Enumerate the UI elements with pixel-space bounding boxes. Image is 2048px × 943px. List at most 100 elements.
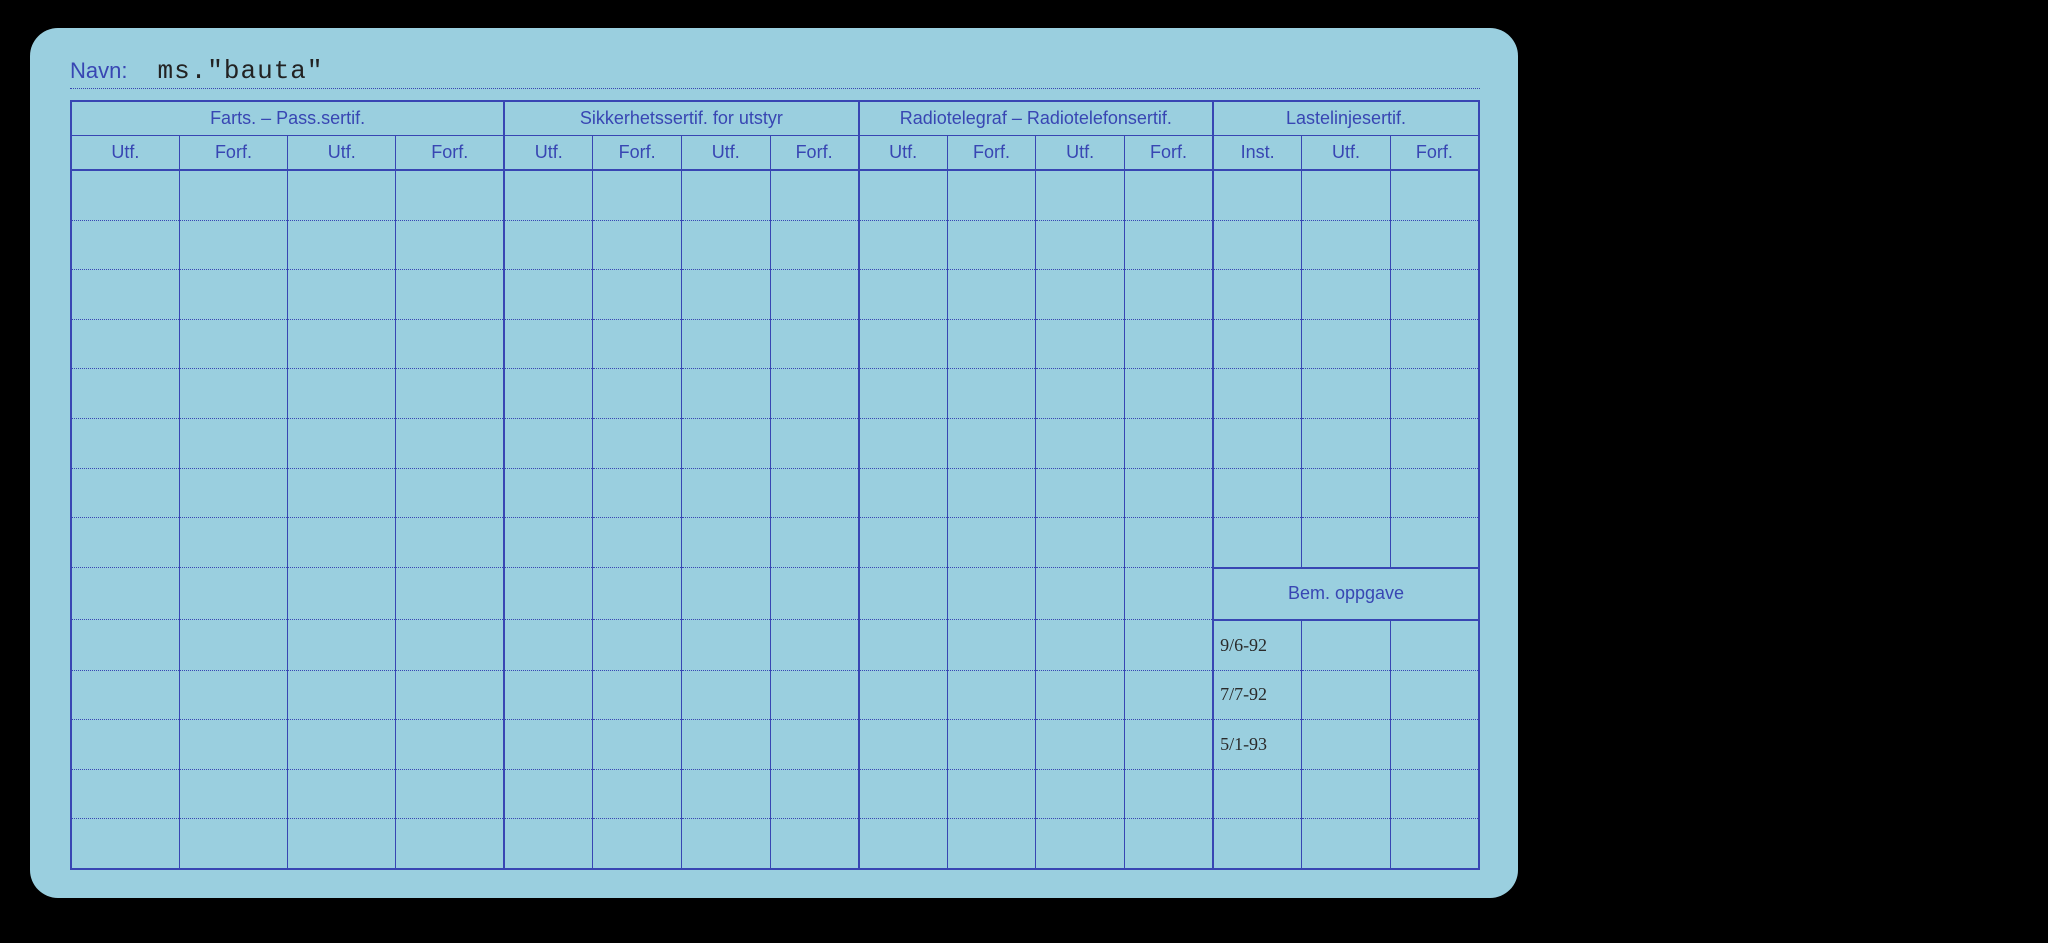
table-cell: [179, 468, 287, 518]
table-cell: [770, 620, 859, 670]
table-cell: [770, 468, 859, 518]
hole: [1972, 634, 2028, 679]
certificate-table: Farts. – Pass.sertif.Sikkerhetssertif. f…: [70, 100, 1480, 870]
table-cell: [947, 568, 1036, 620]
table-cell: [770, 769, 859, 819]
table-cell: [71, 819, 179, 869]
table-cell: [593, 220, 682, 270]
col-header: Utf.: [681, 136, 770, 171]
table-cell: [770, 670, 859, 720]
table-cell: [1390, 369, 1479, 419]
table-cell: [1036, 670, 1125, 720]
table-cell: [396, 220, 504, 270]
table-cell: [1124, 620, 1213, 670]
table-cell: [1390, 769, 1479, 819]
navn-label: Navn:: [70, 58, 157, 88]
table-cell: [179, 419, 287, 469]
table-cell: [1390, 720, 1479, 770]
table-cell: [859, 468, 948, 518]
table-cell: [681, 369, 770, 419]
table-cell: [1213, 170, 1302, 220]
table-cell: [859, 270, 948, 320]
table-cell: [1124, 369, 1213, 419]
table-cell: [504, 220, 593, 270]
table-cell: [396, 369, 504, 419]
table-cell: [593, 670, 682, 720]
table-cell: [1036, 769, 1125, 819]
table-cell: [1036, 620, 1125, 670]
table-cell: [71, 369, 179, 419]
table-cell: [947, 270, 1036, 320]
table-cell: [681, 468, 770, 518]
table-cell: 9/6-92: [1213, 620, 1302, 670]
table-cell: [947, 468, 1036, 518]
table-cell: [288, 568, 396, 620]
table-cell: [947, 620, 1036, 670]
table-cell: [396, 270, 504, 320]
table-cell: [770, 568, 859, 620]
table-cell: [288, 170, 396, 220]
table-cell: [1390, 419, 1479, 469]
binder-holes: [1972, 40, 2028, 900]
table-cell: [770, 369, 859, 419]
table-cell: [1213, 270, 1302, 320]
table-cell: [770, 720, 859, 770]
table-cell: [504, 518, 593, 568]
table-cell: [71, 270, 179, 320]
hole: [1972, 153, 2028, 198]
table-cell: [1302, 670, 1391, 720]
table-cell: [1124, 518, 1213, 568]
table-cell: [593, 419, 682, 469]
table-cell: [396, 568, 504, 620]
table-cell: [71, 620, 179, 670]
table-cell: [179, 518, 287, 568]
table-cell: [1036, 568, 1125, 620]
table-cell: [593, 620, 682, 670]
col-header: Forf.: [1390, 136, 1479, 171]
table-cell: [504, 670, 593, 720]
table-cell: [396, 620, 504, 670]
table-cell: 5/1-93: [1213, 720, 1302, 770]
table-cell: [859, 620, 948, 670]
table-cell: [1213, 419, 1302, 469]
table-cell: [288, 369, 396, 419]
table-cell: [179, 769, 287, 819]
table-cell: [681, 518, 770, 568]
table-cell: [681, 620, 770, 670]
table-cell: [179, 369, 287, 419]
table-cell: [1124, 568, 1213, 620]
table-cell: [859, 419, 948, 469]
table-cell: [593, 170, 682, 220]
table-cell: [1213, 468, 1302, 518]
table-cell: [1213, 819, 1302, 869]
table-cell: [859, 670, 948, 720]
table-cell: [947, 769, 1036, 819]
col-header: Forf.: [179, 136, 287, 171]
table-cell: [1036, 419, 1125, 469]
table-cell: [770, 419, 859, 469]
table-cell: [1390, 319, 1479, 369]
table-cell: [179, 270, 287, 320]
bem-oppgave-header: Bem. oppgave: [1213, 568, 1479, 620]
table-cell: [1124, 819, 1213, 869]
table-cell: [593, 819, 682, 869]
table-cell: [593, 720, 682, 770]
hole: [1972, 487, 2028, 532]
table-cell: [859, 568, 948, 620]
table-cell: [947, 419, 1036, 469]
table-cell: [179, 568, 287, 620]
col-header: Forf.: [1124, 136, 1213, 171]
col-header: Forf.: [770, 136, 859, 171]
table-cell: [504, 468, 593, 518]
table-cell: [288, 468, 396, 518]
table-cell: [1390, 170, 1479, 220]
table-cell: [1213, 518, 1302, 568]
hole: [1972, 781, 2028, 826]
table-cell: [396, 819, 504, 869]
table-cell: [1213, 369, 1302, 419]
table-cell: [504, 769, 593, 819]
table-cell: [947, 369, 1036, 419]
table-cell: [1302, 319, 1391, 369]
hole: [1972, 40, 2028, 85]
table-cell: [1302, 419, 1391, 469]
